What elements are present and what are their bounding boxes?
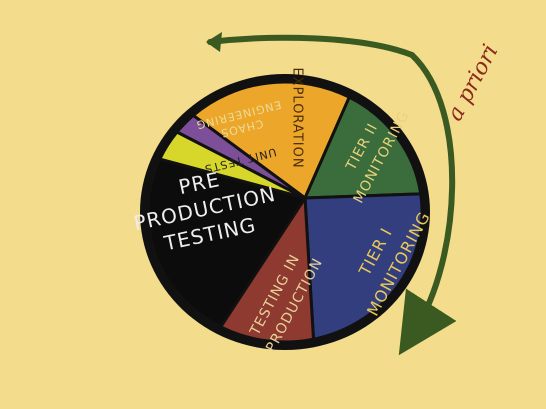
- apriori-arrow-top: [207, 34, 415, 58]
- arrowhead-left: [206, 32, 222, 52]
- slice-testing-in-production: [218, 193, 316, 344]
- apriori-arrow: [398, 52, 457, 356]
- label-exploration-line: EXPLORATION: [290, 67, 305, 168]
- slice-chaos-engineering: [174, 113, 306, 200]
- pie-slices: [146, 80, 424, 344]
- apriori-label: a priori: [443, 41, 504, 126]
- arrowhead-bottom: [414, 314, 432, 332]
- slice-tier2: [302, 95, 423, 200]
- slice-exploration: [190, 80, 352, 201]
- slice-tier1: [303, 192, 424, 342]
- slice-preproduction: [146, 157, 308, 329]
- label-exploration: EXPLORATION: [290, 67, 305, 168]
